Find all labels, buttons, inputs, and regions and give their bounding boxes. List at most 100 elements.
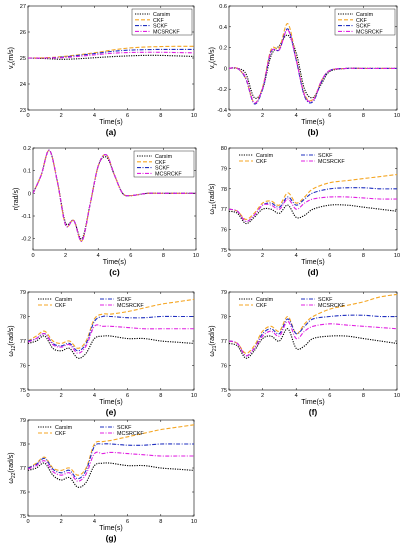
series-line-sckf	[229, 187, 397, 223]
y-tick-label: 75	[20, 514, 26, 520]
y-tick-label: -0.1	[21, 214, 31, 220]
legend-label: MCSRCKF	[155, 171, 182, 177]
x-tick-label: 10	[394, 113, 400, 119]
series-line-carsim	[229, 204, 397, 225]
x-tick-label: 2	[60, 113, 63, 119]
x-axis-label: Time(s)	[103, 259, 126, 266]
y-tick-label: 75	[221, 248, 227, 254]
x-tick-label: 0	[227, 113, 230, 119]
y-tick-label: 0	[28, 191, 31, 197]
x-tick-label: 8	[362, 393, 365, 399]
chart-panel-c: 0 2 4 6 8 10 -0.2 -0.1 0 0.1 0.2 Time(s) r(rad/s) Car…	[13, 146, 199, 277]
y-axis-label: ω22(rad/s)	[8, 452, 17, 483]
x-axis-label: Time(s)	[99, 119, 122, 126]
y-tick-label: 0.4	[219, 25, 227, 31]
series-line-ckf	[229, 293, 397, 354]
x-tick-label: 4	[295, 113, 298, 119]
legend-label: CKF	[256, 303, 267, 309]
series-line-sckf	[28, 443, 194, 480]
y-tick-label: 23	[20, 108, 26, 114]
x-tick-label: 8	[362, 253, 365, 259]
series-line-sckf	[28, 48, 194, 59]
x-tick-label: 6	[328, 113, 331, 119]
y-tick-label: 78	[221, 187, 227, 193]
x-tick-label: 2	[60, 519, 63, 525]
y-axis-label: vx(m/s)	[8, 47, 17, 69]
y-tick-label: 25	[20, 56, 26, 62]
plot-frame	[32, 147, 197, 251]
legend-label: MCSRCKF	[117, 303, 144, 309]
y-axis-label: ω12(rad/s)	[8, 325, 17, 356]
y-tick-label: 0.2	[23, 146, 31, 152]
series-line-sckf	[229, 28, 397, 105]
series-line-mcsrckf	[229, 29, 397, 104]
series-line-ckf	[28, 45, 194, 59]
x-tick-label: 10	[191, 113, 197, 119]
series-line-mcsrckf	[28, 324, 194, 354]
legend-label: Carsim	[55, 297, 73, 303]
x-tick-label: 0	[26, 393, 29, 399]
y-tick-label: 76	[20, 364, 26, 370]
legend-label: CKF	[256, 159, 267, 165]
series-line-carsim	[229, 328, 397, 359]
series-line-carsim	[28, 54, 194, 60]
y-tick-label: 78	[20, 442, 26, 448]
x-tick-label: 6	[126, 113, 129, 119]
legend-label: CKF	[55, 431, 66, 437]
x-tick-label: 4	[93, 393, 96, 399]
legend-label: Carsim	[153, 12, 171, 18]
x-tick-label: 4	[295, 393, 298, 399]
x-tick-label: 2	[60, 393, 63, 399]
panel-caption: (a)	[106, 127, 117, 137]
legend-label: SCKF	[153, 24, 168, 30]
y-tick-label: 79	[20, 418, 26, 424]
series-line-mcsrckf	[33, 149, 196, 242]
x-tick-label: 6	[126, 393, 129, 399]
legend-label: SCKF	[356, 24, 371, 30]
y-tick-label: 80	[221, 146, 227, 152]
x-tick-label: 8	[159, 113, 162, 119]
series-line-ckf	[229, 23, 397, 104]
y-tick-label: 75	[20, 388, 26, 394]
chart-panel-b: 0 2 4 6 8 10 -0.4 -0.2 0 0.2 0.4 0.6 Time(s) vy(m/s) C…	[209, 4, 400, 137]
series-line-sckf	[28, 315, 194, 352]
x-tick-label: 8	[162, 253, 165, 259]
series-line-carsim	[28, 462, 194, 488]
panel-caption: (f)	[309, 407, 318, 417]
legend-label: CKF	[55, 303, 66, 309]
legend-box	[334, 8, 396, 36]
y-tick-label: 0	[224, 66, 227, 72]
x-tick-label: 0	[26, 113, 29, 119]
x-axis-label: Time(s)	[301, 259, 324, 266]
series-line-ckf	[28, 298, 194, 349]
x-tick-label: 8	[362, 113, 365, 119]
series-line-ckf	[229, 173, 397, 220]
x-tick-label: 0	[227, 393, 230, 399]
y-tick-label: 26	[20, 30, 26, 36]
y-tick-label: 77	[221, 339, 227, 345]
series-line-carsim	[229, 34, 397, 99]
series-line-ckf	[28, 424, 194, 476]
legend-label: MCSRCKF	[153, 29, 180, 35]
y-tick-label: 78	[20, 315, 26, 321]
series-line-carsim	[28, 335, 194, 359]
x-tick-label: 6	[328, 393, 331, 399]
legend-label: SCKF	[117, 297, 132, 303]
y-axis-label: vy(m/s)	[209, 47, 218, 69]
chart-panel-d: 0 2 4 6 8 10 75 76 77 78 79 80 Time(s) ω11(rad/s) Cars…	[209, 146, 400, 277]
x-axis-label: Time(s)	[301, 119, 324, 126]
y-tick-label: 0.6	[219, 4, 227, 10]
y-tick-label: 77	[20, 339, 26, 345]
x-tick-label: 4	[295, 253, 298, 259]
legend-label: MCSRCKF	[356, 29, 383, 35]
x-tick-label: 2	[261, 253, 264, 259]
y-tick-label: 75	[221, 388, 227, 394]
x-axis-label: Time(s)	[301, 399, 324, 406]
